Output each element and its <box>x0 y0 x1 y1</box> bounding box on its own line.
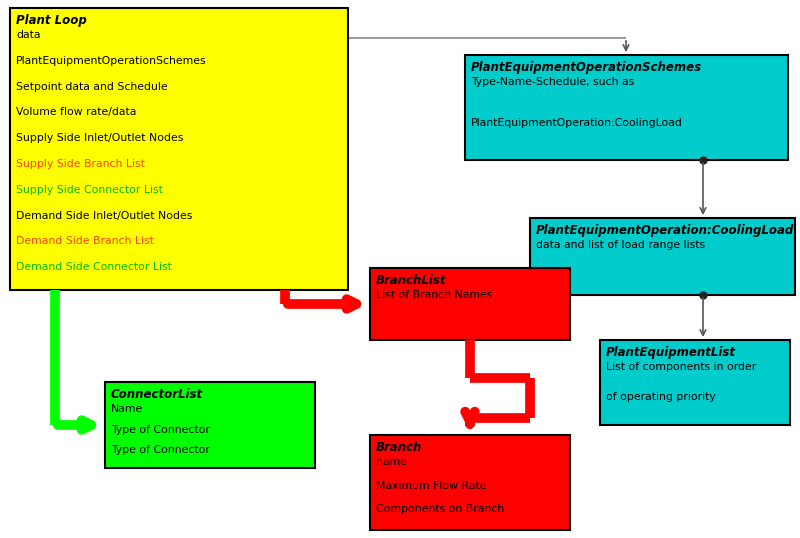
Text: data: data <box>16 30 41 40</box>
Text: Setpoint data and Schedule: Setpoint data and Schedule <box>16 82 168 91</box>
Text: Type-Name-Schedule, such as: Type-Name-Schedule, such as <box>471 77 634 87</box>
Text: PlantEquipmentOperation:CoolingLoad: PlantEquipmentOperation:CoolingLoad <box>536 224 794 237</box>
Text: List of Branch Names: List of Branch Names <box>376 290 492 300</box>
Bar <box>370 268 570 340</box>
Bar <box>370 435 570 530</box>
Text: Branch: Branch <box>376 441 422 454</box>
Text: Demand Side Inlet/Outlet Nodes: Demand Side Inlet/Outlet Nodes <box>16 210 192 221</box>
Text: Supply Side Branch List: Supply Side Branch List <box>16 159 145 169</box>
Text: Components on Branch: Components on Branch <box>376 504 504 514</box>
Text: PlantEquipmentOperationSchemes: PlantEquipmentOperationSchemes <box>16 56 206 66</box>
Text: Demand Side Connector List: Demand Side Connector List <box>16 262 172 272</box>
Text: of operating priority: of operating priority <box>606 393 716 402</box>
Text: Name: Name <box>111 404 143 414</box>
Text: Type of Connector: Type of Connector <box>111 445 210 455</box>
Text: Plant Loop: Plant Loop <box>16 14 86 27</box>
Bar <box>530 218 795 295</box>
Text: Volume flow rate/data: Volume flow rate/data <box>16 108 136 117</box>
Text: Supply Side Connector List: Supply Side Connector List <box>16 185 163 195</box>
Text: name: name <box>376 457 407 467</box>
Bar <box>105 382 315 468</box>
Bar <box>600 340 790 425</box>
Bar <box>465 55 788 160</box>
Text: Type of Connector: Type of Connector <box>111 424 210 435</box>
Text: Supply Side Inlet/Outlet Nodes: Supply Side Inlet/Outlet Nodes <box>16 133 183 143</box>
Text: Demand Side Branch List: Demand Side Branch List <box>16 236 154 246</box>
Text: data and list of load range lists: data and list of load range lists <box>536 240 705 250</box>
Bar <box>10 8 348 290</box>
Text: List of components in order: List of components in order <box>606 362 756 372</box>
Text: Maximum Flow Rate: Maximum Flow Rate <box>376 480 486 491</box>
Text: BranchList: BranchList <box>376 274 446 287</box>
Text: PlantEquipmentOperationSchemes: PlantEquipmentOperationSchemes <box>471 61 702 74</box>
Text: ConnectorList: ConnectorList <box>111 388 203 401</box>
Text: PlantEquipmentOperation:CoolingLoad: PlantEquipmentOperation:CoolingLoad <box>471 117 683 128</box>
Text: PlantEquipmentList: PlantEquipmentList <box>606 346 736 359</box>
